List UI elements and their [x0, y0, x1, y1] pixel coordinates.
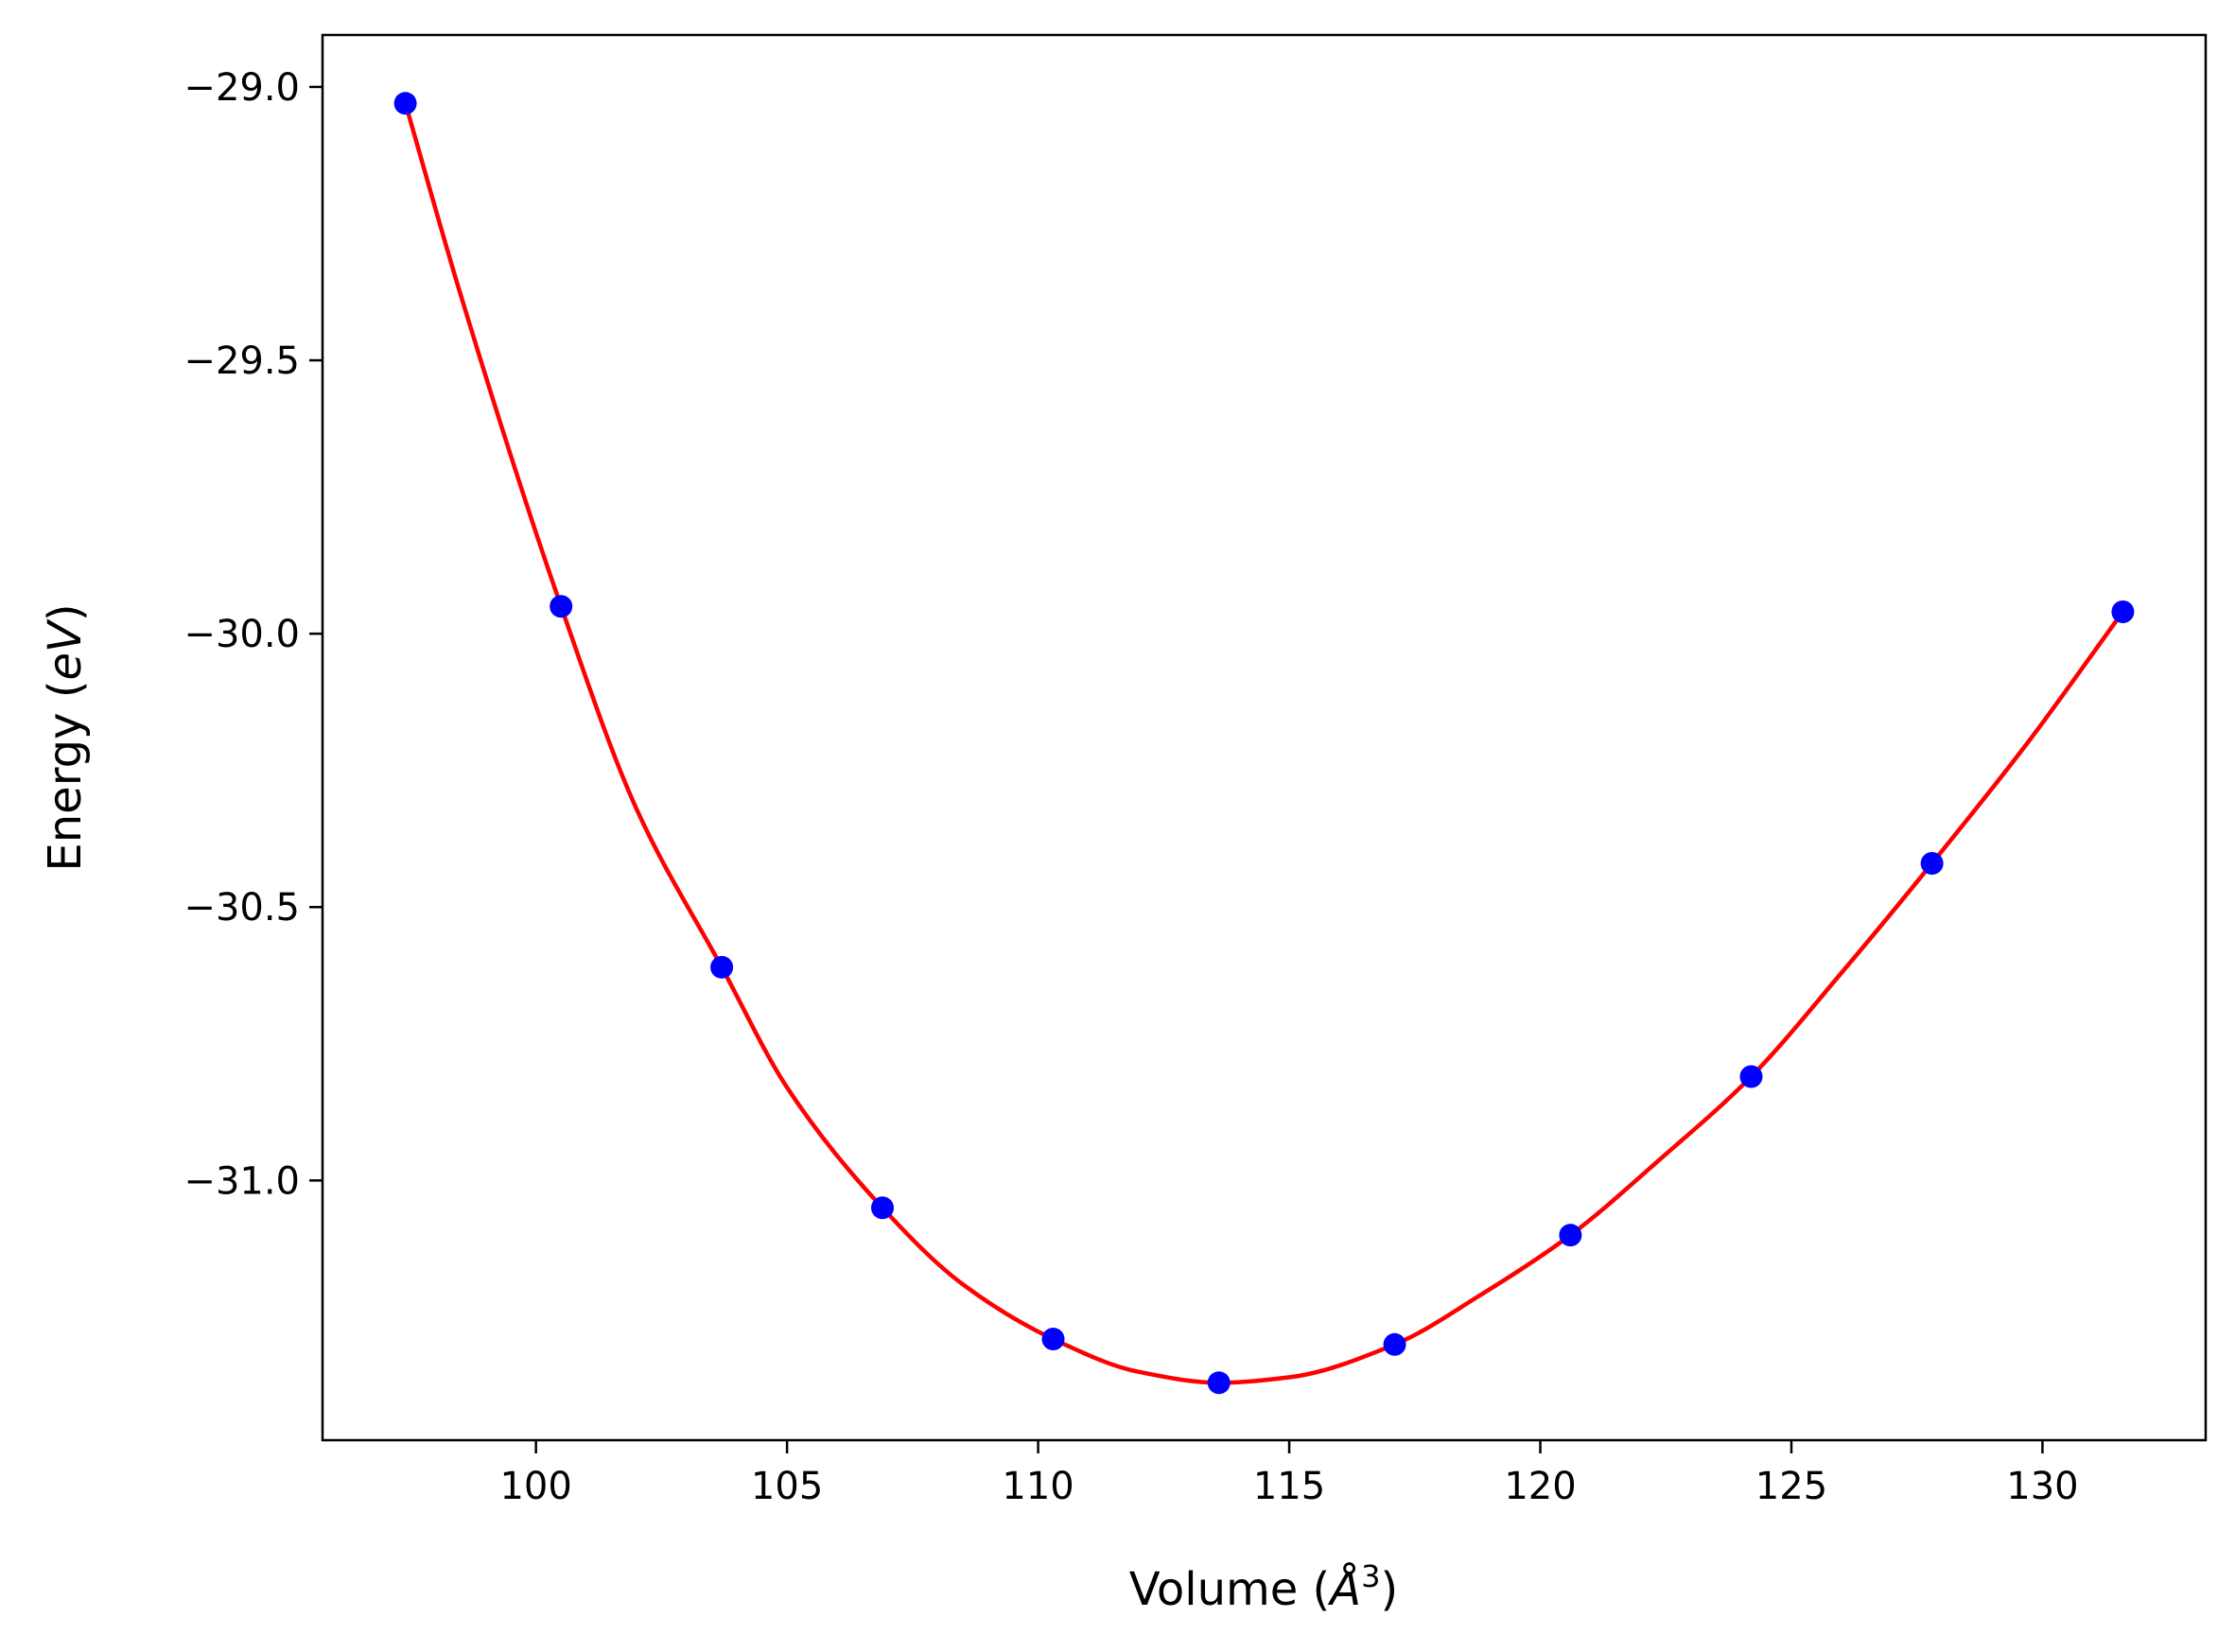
x-tick-label: 110 [1002, 1465, 1074, 1508]
data-point [393, 92, 417, 115]
y-axis: −29.0 −29.5 −30.0 −30.5 −31.0 [183, 66, 323, 1203]
x-tick-label: 100 [499, 1465, 571, 1508]
y-tick-label: −29.0 [183, 66, 300, 110]
data-point [550, 595, 573, 618]
y-tick-label: −30.0 [183, 613, 300, 656]
x-tick-label: 115 [1253, 1465, 1325, 1508]
data-point [1041, 1328, 1065, 1351]
y-tick-label: −29.5 [183, 339, 300, 383]
x-tick-label: 130 [2006, 1465, 2078, 1508]
data-point [2111, 600, 2135, 624]
data-point [1207, 1371, 1231, 1395]
fit-curve-line [403, 101, 2125, 1385]
x-tick-label: 120 [1504, 1465, 1576, 1508]
y-axis-label: Energy (eV) [39, 603, 92, 871]
x-axis-label: Volume (Å3) [1129, 1558, 1398, 1616]
data-point [1920, 851, 1944, 875]
data-point [1559, 1224, 1582, 1247]
y-tick-label: −30.5 [183, 886, 300, 930]
y-tick-label: −31.0 [183, 1159, 300, 1203]
data-point [870, 1196, 894, 1220]
data-point [1739, 1065, 1763, 1088]
data-point [710, 955, 734, 979]
x-tick-label: 125 [1755, 1465, 1827, 1508]
x-axis: 100 105 110 115 120 125 130 [499, 1440, 2079, 1508]
plot-layer [393, 92, 2135, 1395]
plot-frame [321, 33, 2208, 1442]
x-tick-label: 105 [751, 1465, 823, 1508]
data-point [1383, 1332, 1406, 1356]
